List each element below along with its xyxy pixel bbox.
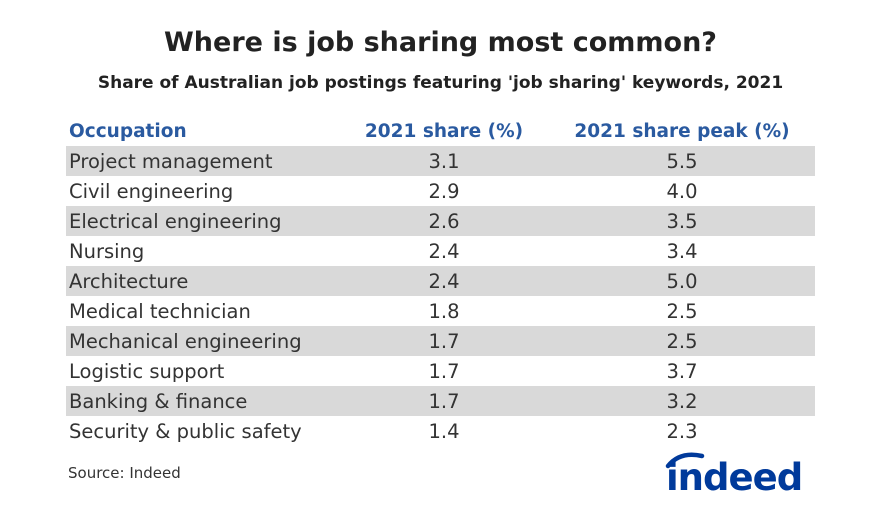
cell-share: 2.6	[428, 209, 460, 233]
logo-wordmark: indeed	[666, 456, 802, 499]
cell-peak: 3.7	[666, 359, 698, 383]
cell-share: 1.4	[428, 419, 460, 443]
table-row: Banking & finance 1.7 3.2	[66, 386, 815, 416]
cell-share: 2.4	[428, 239, 460, 263]
table-row: Mechanical engineering 1.7 2.5	[66, 326, 815, 356]
cell-occupation: Architecture	[69, 269, 189, 293]
cell-peak: 3.2	[666, 389, 698, 413]
cell-occupation: Nursing	[69, 239, 145, 263]
table-header: Occupation 2021 share (%) 2021 share pea…	[66, 116, 815, 146]
table-row: Architecture 2.4 5.0	[66, 266, 815, 296]
cell-occupation: Logistic support	[69, 359, 225, 383]
data-table: Occupation 2021 share (%) 2021 share pea…	[66, 116, 815, 446]
indeed-logo: indeed	[665, 452, 803, 499]
cell-peak: 2.5	[666, 299, 698, 323]
cell-share: 1.7	[428, 389, 460, 413]
cell-occupation: Banking & finance	[69, 389, 248, 413]
cell-occupation: Electrical engineering	[69, 209, 282, 233]
table-row: Logistic support 1.7 3.7	[66, 356, 815, 386]
header-occupation: Occupation	[69, 120, 187, 142]
cell-share: 3.1	[428, 149, 460, 173]
table-row: Security & public safety 1.4 2.3	[66, 416, 815, 446]
cell-peak: 5.0	[666, 269, 698, 293]
cell-share: 2.4	[428, 269, 460, 293]
header-peak: 2021 share peak (%)	[574, 120, 790, 142]
cell-peak: 2.3	[666, 419, 698, 443]
cell-occupation: Project management	[69, 149, 273, 173]
cell-share: 1.7	[428, 329, 460, 353]
logo-arc	[665, 452, 705, 469]
header-share: 2021 share (%)	[364, 120, 524, 142]
cell-peak: 3.5	[666, 209, 698, 233]
cell-peak: 5.5	[666, 149, 698, 173]
table-body: Project management 3.1 5.5 Civil engineerin…	[66, 146, 815, 446]
table-row: Project management 3.1 5.5	[66, 146, 815, 176]
chart-subtitle: Share of Australian job postings featuri…	[97, 73, 784, 93]
table-row: Electrical engineering 2.6 3.5	[66, 206, 815, 236]
cell-share: 1.7	[428, 359, 460, 383]
table-row: Medical technician 1.8 2.5	[66, 296, 815, 326]
cell-share: 2.9	[428, 179, 460, 203]
table-row: Nursing 2.4 3.4	[66, 236, 815, 266]
cell-peak: 3.4	[666, 239, 698, 263]
source-note: Source: Indeed	[68, 464, 181, 482]
chart-title: Where is job sharing most common?	[164, 27, 717, 58]
cell-peak: 2.5	[666, 329, 698, 353]
cell-occupation: Civil engineering	[69, 179, 234, 203]
cell-peak: 4.0	[666, 179, 698, 203]
cell-occupation: Medical technician	[69, 299, 251, 323]
cell-occupation: Security & public safety	[69, 419, 302, 443]
table-row: Civil engineering 2.9 4.0	[66, 176, 815, 206]
cell-occupation: Mechanical engineering	[69, 329, 302, 353]
cell-share: 1.8	[428, 299, 460, 323]
